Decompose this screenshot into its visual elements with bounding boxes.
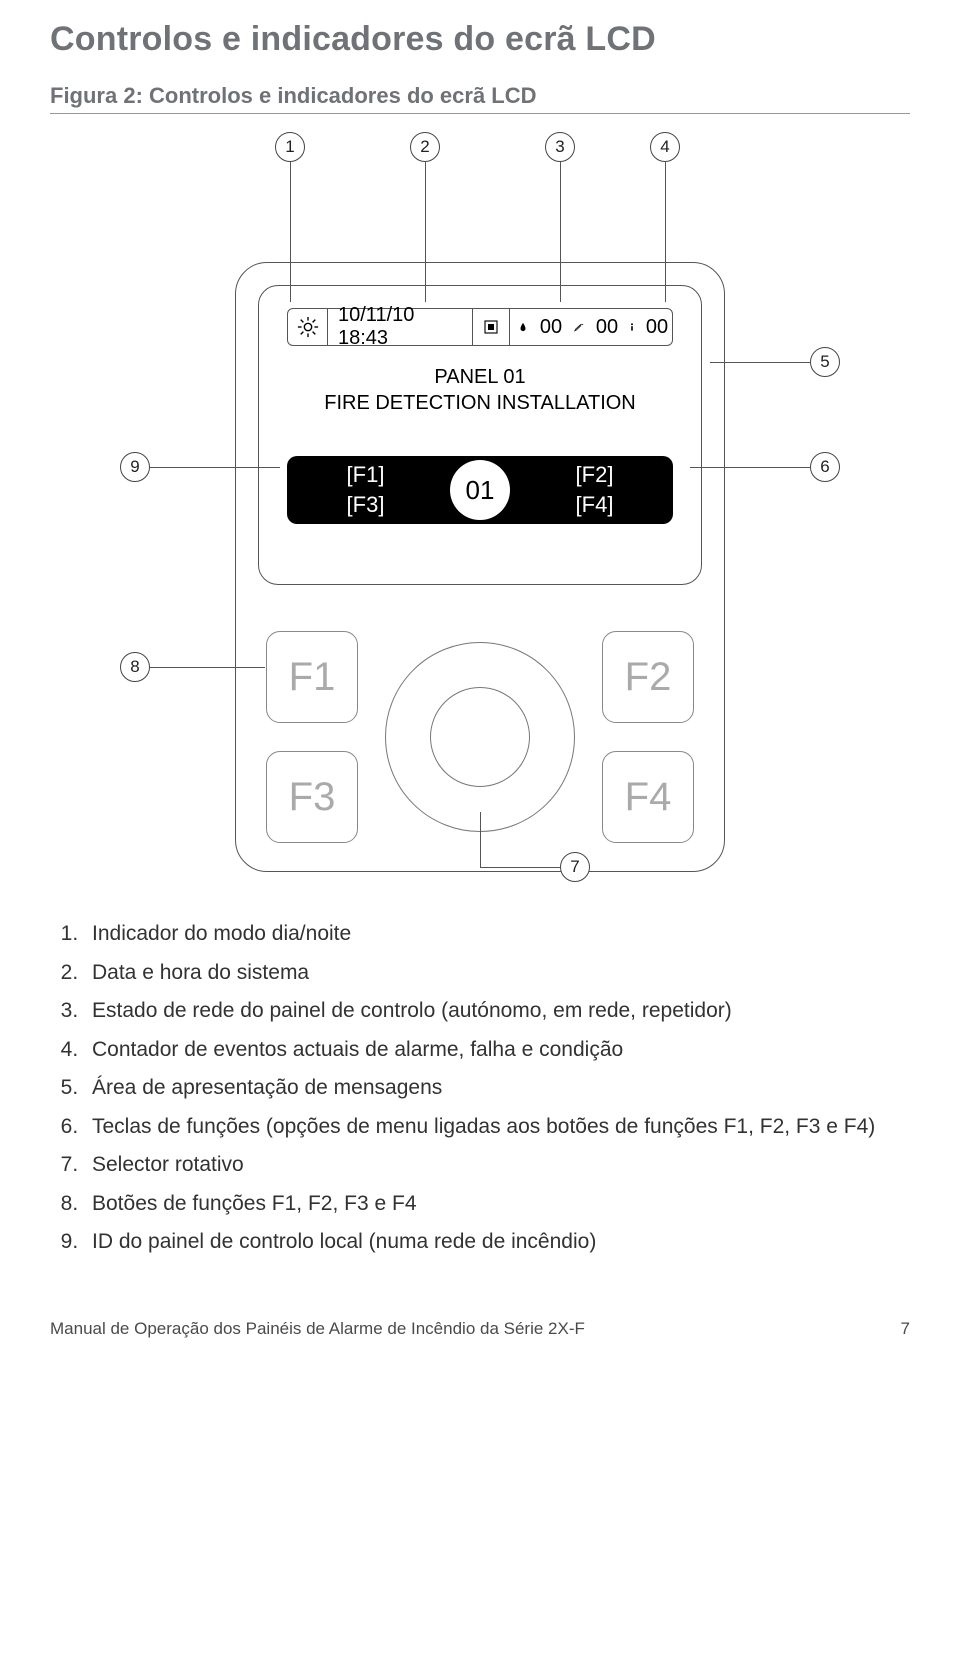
leader-2 [425,162,426,302]
page-footer: Manual de Operação dos Painéis de Alarme… [50,1319,910,1339]
callout-3: 3 [545,132,575,162]
alarm-icon [510,309,536,345]
button-f2[interactable]: F2 [602,631,694,723]
callout-9: 9 [120,452,150,482]
callout-5: 5 [810,347,840,377]
softkey-f4: [F4] [576,492,614,518]
button-f3[interactable]: F3 [266,751,358,843]
document-page: Controlos e indicadores do ecrã LCD Figu… [0,0,960,1369]
footer-doc-title: Manual de Operação dos Painéis de Alarme… [50,1319,585,1339]
softkey-f1: [F1] [347,462,385,488]
softkey-f3: [F3] [347,492,385,518]
caption-divider [50,113,910,114]
legend-item: Contador de eventos actuais de alarme, f… [84,1034,910,1067]
diagram: 1 2 3 4 5 6 7 9 8 [50,132,910,892]
leader-5 [710,362,810,363]
callout-4: 4 [650,132,680,162]
leader-7v [480,812,481,867]
footer-page-number: 7 [901,1319,910,1339]
legend-item: Selector rotativo [84,1149,910,1182]
leader-7h [480,867,560,868]
callout-2: 2 [410,132,440,162]
legend-item: Data e hora do sistema [84,957,910,990]
status-bar: 10/11/10 18:43 00 00 00 [287,308,673,346]
leader-6 [690,467,810,468]
lcd-screen: 10/11/10 18:43 00 00 00 [258,285,702,585]
lcd-panel-device: 10/11/10 18:43 00 00 00 [235,262,725,872]
legend-item: Indicador do modo dia/noite [84,918,910,951]
fault-icon [566,309,592,345]
legend-item: ID do painel de controlo local (numa red… [84,1226,910,1259]
leader-4 [665,162,666,302]
leader-8 [150,667,265,668]
legend-item: Teclas de funções (opções de menu ligada… [84,1111,910,1144]
page-title: Controlos e indicadores do ecrã LCD [50,20,910,59]
softkey-f2: [F2] [576,462,614,488]
condition-icon [622,309,642,345]
alarm-count: 00 [536,309,566,345]
legend-list: Indicador do modo dia/noite Data e hora … [50,918,910,1259]
panel-network-id: 01 [450,460,510,520]
fault-count: 00 [592,309,622,345]
softkey-bar: [F1] [F3] 01 [F2] [F4] [287,456,673,524]
condition-count: 00 [642,309,672,345]
figure-caption: Figura 2: Controlos e indicadores do ecr… [50,83,910,109]
softkey-col-left: [F1] [F3] [287,462,444,518]
day-night-icon [288,309,328,345]
message-area: PANEL 01 FIRE DETECTION INSTALLATION [259,364,701,416]
panel-id-line: PANEL 01 [259,364,701,390]
button-f1[interactable]: F1 [266,631,358,723]
legend-item: Estado de rede do painel de controlo (au… [84,995,910,1028]
softkey-col-right: [F2] [F4] [516,462,673,518]
leader-3 [560,162,561,302]
network-status-icon [472,309,510,345]
callout-1: 1 [275,132,305,162]
callout-6: 6 [810,452,840,482]
leader-1 [290,162,291,302]
callout-8: 8 [120,652,150,682]
callout-7: 7 [560,852,590,882]
datetime-value: 10/11/10 18:43 [328,309,472,345]
button-f4[interactable]: F4 [602,751,694,843]
rotary-selector-center[interactable] [430,687,530,787]
panel-desc-line: FIRE DETECTION INSTALLATION [259,390,701,416]
leader-9 [150,467,280,468]
legend-item: Área de apresentação de mensagens [84,1072,910,1105]
legend-item: Botões de funções F1, F2, F3 e F4 [84,1188,910,1221]
